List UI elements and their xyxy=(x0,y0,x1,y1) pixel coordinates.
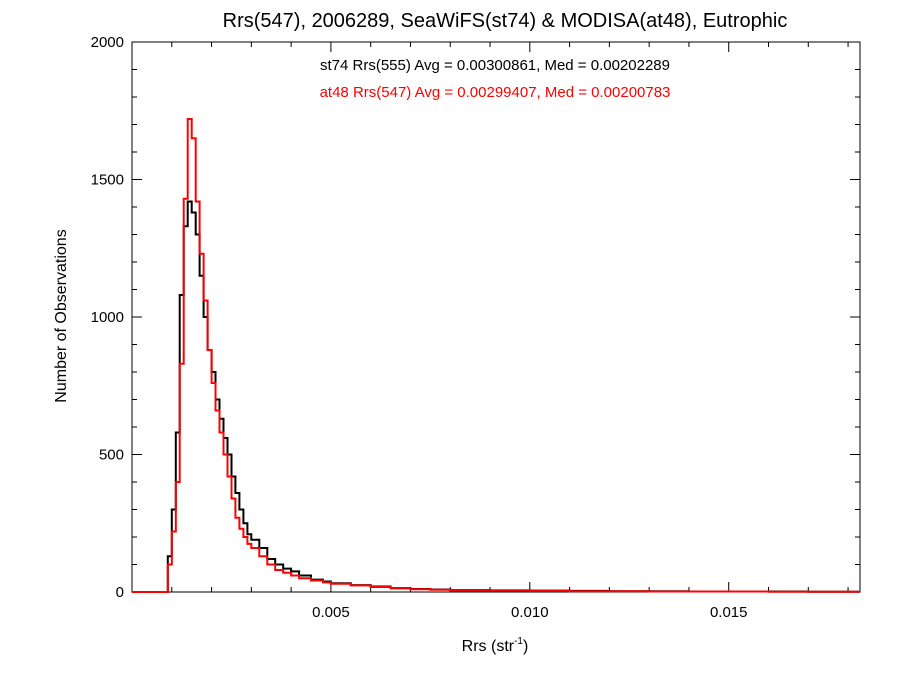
y-tick-label: 0 xyxy=(116,584,124,601)
x-axis-label-superscript: -1 xyxy=(514,636,523,647)
x-axis-label: Rrs (str-1) xyxy=(462,636,529,655)
x-tick-label: 0.015 xyxy=(710,604,748,621)
series-line-st74 xyxy=(132,200,860,593)
y-tick-label: 1000 xyxy=(91,309,124,326)
x-axis-label-suffix: ) xyxy=(523,638,528,655)
legend-entry-st74: st74 Rrs(555) Avg = 0.00300861, Med = 0.… xyxy=(320,57,670,74)
y-tick-label: 500 xyxy=(99,447,124,464)
legend-entry-at48: at48 Rrs(547) Avg = 0.00299407, Med = 0.… xyxy=(320,84,671,101)
x-axis-label-main: Rrs (str xyxy=(462,638,515,655)
y-tick-label: 1500 xyxy=(91,172,124,189)
x-tick-label: 0.005 xyxy=(312,604,350,621)
x-tick-label: 0.010 xyxy=(511,604,549,621)
y-axis-label: Number of Observations xyxy=(53,229,70,402)
y-tick-label: 2000 xyxy=(91,34,124,51)
chart-title: Rrs(547), 2006289, SeaWiFS(st74) & MODIS… xyxy=(223,10,788,32)
series-line-at48 xyxy=(132,118,860,593)
